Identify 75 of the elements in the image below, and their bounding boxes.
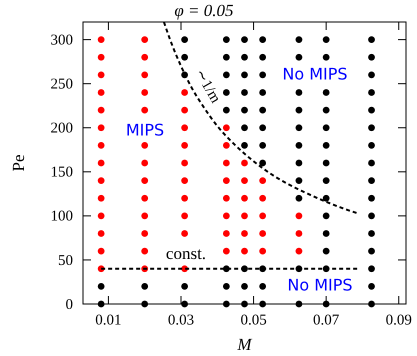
point <box>259 248 266 255</box>
annotation: No MIPS <box>282 64 348 84</box>
x-tick-label: 0.05 <box>240 312 267 329</box>
point <box>141 160 148 166</box>
point <box>241 248 248 255</box>
x-tick-label: 0.07 <box>313 312 340 329</box>
point <box>241 230 248 237</box>
y-tick-label: 300 <box>50 32 73 48</box>
point <box>141 142 148 149</box>
point <box>222 160 230 166</box>
point <box>241 177 248 184</box>
annotation: No MIPS <box>287 276 353 295</box>
point <box>259 230 266 237</box>
point <box>141 36 148 44</box>
point <box>141 194 148 202</box>
point <box>98 36 105 44</box>
point <box>181 212 188 220</box>
y-tick-label: 200 <box>50 120 73 137</box>
point <box>98 248 105 255</box>
y-axis-title: Pe <box>9 154 28 172</box>
point <box>181 142 188 149</box>
point <box>141 230 148 237</box>
point <box>141 71 148 78</box>
point <box>141 177 148 184</box>
point <box>98 194 105 202</box>
point <box>259 212 266 220</box>
y-tick-label: 100 <box>50 208 73 225</box>
point <box>222 230 230 237</box>
point <box>222 124 230 132</box>
point <box>296 230 302 237</box>
point <box>98 89 105 96</box>
point <box>222 248 230 255</box>
point <box>98 212 105 220</box>
y-tick-label: 150 <box>50 164 73 181</box>
point <box>98 54 105 61</box>
annotation: MIPS <box>126 120 164 140</box>
point <box>296 248 302 255</box>
point <box>98 106 105 114</box>
point <box>296 212 302 220</box>
point <box>222 177 230 184</box>
point <box>98 142 105 149</box>
x-tick-label: 0.09 <box>386 312 412 329</box>
point <box>98 124 105 132</box>
point <box>141 248 148 255</box>
point <box>181 89 188 96</box>
y-tick-label: 50 <box>58 252 73 269</box>
point <box>222 194 230 202</box>
point <box>241 194 248 202</box>
point <box>141 106 148 114</box>
point <box>98 71 105 78</box>
point <box>259 194 266 202</box>
point <box>98 160 105 166</box>
point <box>222 212 230 220</box>
point <box>181 160 188 166</box>
point <box>141 54 148 61</box>
x-tick-label: 0.03 <box>168 312 194 329</box>
point <box>98 230 105 237</box>
x-axis-title: M <box>236 335 252 354</box>
annotation: const. <box>166 244 206 263</box>
x-tick-label: 0.01 <box>95 312 122 329</box>
y-tick-label: 250 <box>50 76 73 92</box>
point <box>181 230 188 237</box>
point <box>141 89 148 96</box>
point <box>241 212 248 220</box>
y-tick-label: 0 <box>66 296 73 313</box>
point <box>181 106 188 114</box>
point <box>181 177 188 184</box>
point <box>141 212 148 220</box>
point <box>181 194 188 202</box>
point <box>222 142 230 149</box>
point <box>241 160 248 166</box>
point <box>181 124 188 132</box>
point <box>259 177 266 184</box>
text: φ = 0.05 <box>174 1 234 20</box>
point <box>98 177 105 184</box>
